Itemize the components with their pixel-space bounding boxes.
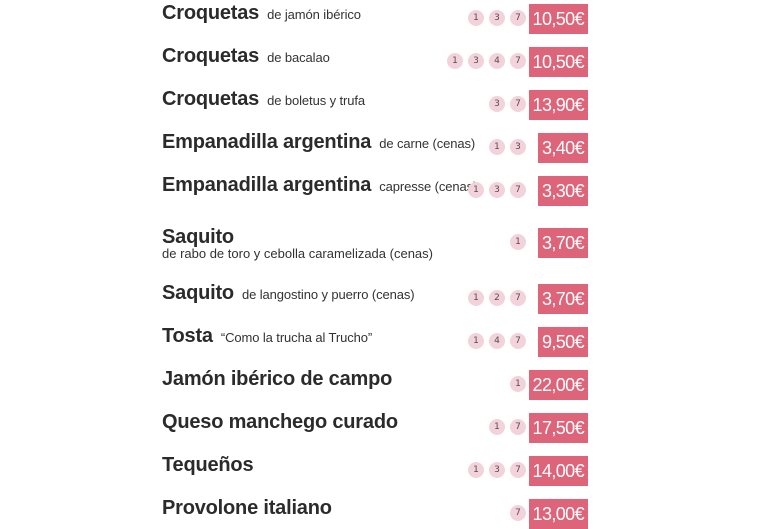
- item-title: Croquetas: [162, 2, 260, 24]
- price-tag: 13,90€: [528, 90, 588, 120]
- allergen-list: 1 3 4 7: [447, 53, 526, 69]
- allergen-list: 1 3: [489, 139, 526, 155]
- allergen-list: 1 4 7: [468, 333, 526, 349]
- allergen-badge: 1: [468, 462, 484, 478]
- allergen-list: 1 3 7: [468, 182, 526, 198]
- menu-item: Empanadilla argentina de carne (cenas) 1 …: [162, 131, 592, 163]
- item-description: de boletus y trufa: [267, 93, 366, 108]
- allergen-list: 3 7: [489, 96, 526, 112]
- price-tag: 3,40€: [537, 133, 588, 163]
- allergen-badge: 1: [489, 419, 505, 435]
- item-name: Empanadilla argentina capresse (cenas): [162, 174, 477, 197]
- item-name: Queso manchego curado: [162, 411, 398, 433]
- allergen-badge: 3: [489, 10, 505, 26]
- menu-item: Jamón ibérico de campo 1 22,00€: [162, 368, 592, 400]
- item-name: Croquetas de jamón ibérico: [162, 2, 361, 25]
- allergen-badge: 7: [510, 419, 526, 435]
- menu-item: Saquito de langostino y puerro (cenas) 1 …: [162, 282, 592, 314]
- allergen-list: 1 3 7: [468, 10, 526, 26]
- allergen-badge: 2: [489, 290, 505, 306]
- allergen-badge: 4: [489, 53, 505, 69]
- menu-item: Empanadilla argentina capresse (cenas) 1 …: [162, 174, 592, 206]
- item-name: Croquetas de bacalao: [162, 45, 330, 68]
- allergen-badge: 1: [510, 234, 526, 250]
- item-name: Saquito: [162, 226, 234, 248]
- allergen-badge: 3: [489, 462, 505, 478]
- item-description: “Como la trucha al Trucho”: [220, 330, 373, 345]
- allergen-badge: 1: [489, 139, 505, 155]
- price-tag: 3,30€: [537, 176, 588, 206]
- menu-item: Croquetas de boletus y trufa 3 7 13,90€: [162, 88, 592, 120]
- menu-item: Croquetas de jamón ibérico 1 3 7 10,50€: [162, 2, 592, 34]
- price-tag: 9,50€: [537, 327, 588, 357]
- item-title: Empanadilla argentina: [162, 174, 372, 196]
- price-tag: 3,70€: [537, 228, 588, 258]
- price-tag: 13,00€: [528, 499, 588, 529]
- allergen-badge: 7: [510, 505, 526, 521]
- allergen-badge: 4: [489, 333, 505, 349]
- item-name: Tosta “Como la trucha al Trucho”: [162, 325, 372, 348]
- allergen-badge: 7: [510, 53, 526, 69]
- allergen-list: 7: [510, 505, 526, 521]
- price-tag: 3,70€: [537, 284, 588, 314]
- item-name: Provolone italiano: [162, 497, 332, 519]
- allergen-badge: 1: [447, 53, 463, 69]
- allergen-list: 1: [510, 234, 526, 250]
- allergen-badge: 7: [510, 333, 526, 349]
- allergen-badge: 7: [510, 290, 526, 306]
- menu-item: Croquetas de bacalao 1 3 4 7 10,50€: [162, 45, 592, 77]
- item-name: Tequeños: [162, 454, 254, 476]
- price-tag: 22,00€: [528, 370, 588, 400]
- tapas-menu: Croquetas de jamón ibérico 1 3 7 10,50€ C…: [162, 2, 592, 529]
- item-name: Croquetas de boletus y trufa: [162, 88, 365, 111]
- price-tag: 10,50€: [528, 47, 588, 77]
- allergen-list: 1 7: [489, 419, 526, 435]
- allergen-badge: 7: [510, 182, 526, 198]
- menu-item: Tosta “Como la trucha al Trucho” 1 4 7 9,…: [162, 325, 592, 357]
- allergen-badge: 1: [510, 376, 526, 392]
- item-name: Saquito de langostino y puerro (cenas): [162, 282, 415, 305]
- allergen-badge: 3: [489, 96, 505, 112]
- menu-item: Queso manchego curado 1 7 17,50€: [162, 411, 592, 443]
- allergen-badge: 3: [468, 53, 484, 69]
- item-title: Croquetas: [162, 45, 260, 67]
- item-name: Jamón ibérico de campo: [162, 368, 393, 390]
- item-title: Tosta: [162, 325, 213, 347]
- item-title: Empanadilla argentina: [162, 131, 372, 153]
- menu-item: Saquito de rabo de toro y cebolla carame…: [162, 226, 592, 270]
- allergen-list: 1 2 7: [468, 290, 526, 306]
- item-description: de langostino y puerro (cenas): [241, 287, 415, 302]
- item-description: de bacalao: [267, 50, 330, 65]
- item-title: Saquito: [162, 282, 234, 304]
- price-tag: 17,50€: [528, 413, 588, 443]
- item-description: de rabo de toro y cebolla caramelizada (…: [162, 246, 433, 261]
- price-tag: 10,50€: [528, 4, 588, 34]
- allergen-badge: 7: [510, 10, 526, 26]
- allergen-badge: 3: [489, 182, 505, 198]
- allergen-list: 1: [510, 376, 526, 392]
- item-description: capresse (cenas): [379, 179, 478, 194]
- allergen-badge: 3: [510, 139, 526, 155]
- item-title: Croquetas: [162, 88, 260, 110]
- price-tag: 14,00€: [528, 456, 588, 486]
- allergen-badge: 1: [468, 333, 484, 349]
- item-name: Empanadilla argentina de carne (cenas): [162, 131, 475, 154]
- allergen-badge: 7: [510, 462, 526, 478]
- item-description: de carne (cenas): [379, 136, 476, 151]
- allergen-badge: 1: [468, 182, 484, 198]
- allergen-badge: 1: [468, 10, 484, 26]
- allergen-badge: 7: [510, 96, 526, 112]
- item-description: de jamón ibérico: [267, 7, 361, 22]
- menu-item: Provolone italiano 7 13,00€: [162, 497, 592, 529]
- menu-item: Tequeños 1 3 7 14,00€: [162, 454, 592, 486]
- allergen-badge: 1: [468, 290, 484, 306]
- allergen-list: 1 3 7: [468, 462, 526, 478]
